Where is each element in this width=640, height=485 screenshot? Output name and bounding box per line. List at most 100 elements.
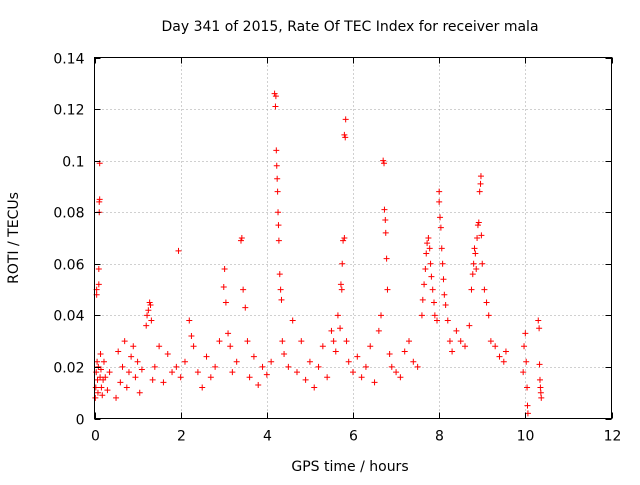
y-tick-label: 0 (76, 413, 85, 429)
data-point (428, 273, 435, 280)
data-point (483, 299, 490, 306)
data-point (96, 196, 103, 203)
data-point (281, 351, 288, 358)
data-point (125, 369, 132, 376)
data-point (311, 384, 318, 391)
data-point (449, 348, 456, 355)
data-point (203, 353, 210, 360)
data-point (381, 160, 388, 167)
data-point (444, 317, 451, 324)
data-point (97, 374, 104, 381)
data-point (100, 358, 107, 365)
x-tick-label: 6 (349, 429, 358, 445)
data-point (272, 103, 279, 110)
x-tick-label: 0 (91, 429, 100, 445)
data-point (341, 235, 348, 241)
data-point (138, 366, 145, 373)
data-point (246, 374, 253, 381)
x-tick-label: 10 (517, 429, 535, 445)
data-point (386, 351, 393, 358)
data-point (421, 281, 428, 288)
data-point (410, 358, 417, 365)
data-point (477, 180, 484, 187)
data-point (438, 245, 445, 252)
data-point (181, 358, 188, 365)
data-point (220, 283, 227, 290)
data-point (350, 369, 356, 376)
data-point (496, 353, 503, 360)
data-point (164, 351, 171, 358)
data-point (99, 392, 106, 399)
data-point (476, 188, 483, 195)
data-point (342, 116, 349, 123)
data-point (418, 312, 425, 319)
data-point (535, 317, 542, 324)
data-point (383, 255, 390, 262)
data-point (94, 389, 101, 396)
data-point (521, 343, 528, 350)
y-tick-label: 0.04 (53, 309, 84, 325)
data-point (436, 188, 443, 195)
data-point (160, 379, 167, 386)
data-point (502, 348, 509, 355)
data-point (380, 157, 387, 164)
data-points (92, 90, 545, 417)
data-point (244, 338, 251, 345)
data-point (440, 276, 447, 283)
data-point (437, 224, 444, 231)
data-point (328, 327, 335, 334)
data-point (175, 247, 182, 254)
data-point (95, 281, 102, 288)
data-point (478, 232, 485, 239)
data-point (233, 358, 240, 365)
data-point (151, 363, 158, 370)
data-point (146, 299, 153, 306)
y-tick-label: 0.02 (53, 361, 84, 377)
data-point (342, 134, 349, 141)
data-point (393, 369, 400, 376)
data-point (98, 384, 105, 391)
y-tick-label: 0.08 (53, 206, 84, 222)
chart-title: Day 341 of 2015, Rate Of TEC Index for r… (161, 19, 538, 35)
data-point (268, 358, 275, 365)
data-point (242, 304, 249, 311)
data-point (95, 265, 102, 272)
data-point (128, 353, 135, 360)
data-point (340, 237, 347, 244)
data-point (536, 376, 543, 383)
data-point (522, 330, 529, 337)
data-point (278, 296, 285, 303)
data-point (406, 338, 413, 345)
data-point (212, 363, 219, 370)
data-point (382, 229, 389, 236)
data-point (177, 374, 184, 381)
data-point (537, 389, 544, 396)
data-point (434, 317, 441, 324)
data-point (367, 343, 374, 350)
data-point (298, 338, 305, 345)
data-point (144, 312, 151, 319)
data-point (481, 286, 488, 293)
data-point (97, 366, 104, 373)
data-point (442, 302, 449, 309)
data-point (436, 198, 443, 205)
data-point (462, 343, 469, 350)
data-point (332, 348, 339, 355)
data-point (115, 348, 122, 355)
grid-lines (94, 57, 612, 419)
data-point (92, 394, 99, 401)
x-tick-label: 12 (604, 429, 622, 445)
data-point (358, 374, 365, 381)
data-point (520, 369, 527, 376)
data-point (441, 291, 448, 298)
data-point (354, 353, 361, 360)
data-point (130, 343, 137, 350)
data-point (145, 307, 152, 314)
data-point (147, 302, 154, 309)
data-point (274, 188, 281, 195)
x-tick-label: 2 (177, 429, 186, 445)
data-point (382, 216, 389, 223)
data-point (446, 338, 453, 345)
